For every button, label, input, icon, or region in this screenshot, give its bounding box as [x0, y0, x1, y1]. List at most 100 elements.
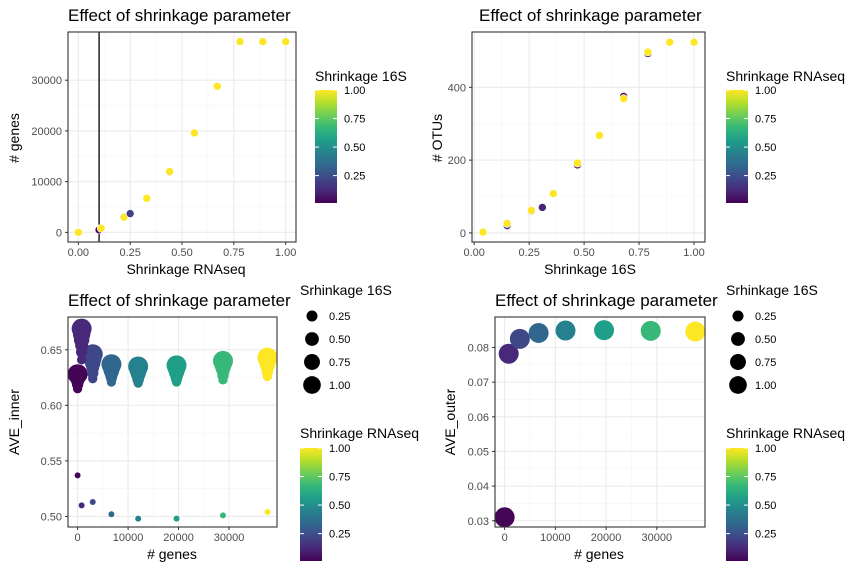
x-tick-label: 1.00	[683, 247, 704, 259]
panel4-title: Effect of shrinkage parameter	[495, 291, 718, 310]
size-legend-key	[731, 332, 745, 346]
size-legend-key	[306, 310, 318, 322]
data-point	[502, 219, 512, 228]
colorbar-label: 0.75	[755, 472, 776, 484]
colorbar-label: 0.75	[344, 114, 365, 126]
data-point	[96, 224, 106, 233]
y-tick-label: 10000	[31, 177, 62, 189]
panel-background	[472, 32, 705, 242]
colorbar-label: 1.00	[755, 443, 776, 455]
x-tick-label: 0	[75, 532, 81, 544]
panel4-size-legend: Srhinkage 16S 0.25 0.50 0.75 1.00	[726, 282, 818, 394]
panel2-color-legend: Shrinkage RNAseq 0.25 0.50 0.75 1.00	[726, 68, 845, 203]
size-legend-label: 0.75	[329, 357, 350, 369]
x-tick-label: 20000	[591, 532, 622, 544]
data-point	[685, 321, 706, 342]
data-point	[88, 374, 98, 384]
panel-ave-inner: Effect of shrinkage parameter 0 10000 2000…	[6, 282, 419, 562]
panel-ave-outer: Effect of shrinkage parameter 0 10000 2000…	[442, 282, 845, 562]
data-point	[74, 472, 81, 479]
data-point	[76, 355, 87, 365]
panel2-xlabel: Shrinkage 16S	[544, 261, 636, 277]
panel2-legend-title: Shrinkage RNAseq	[726, 68, 845, 84]
data-point	[108, 511, 115, 518]
data-point	[281, 37, 290, 46]
x-tick-label: 10000	[113, 532, 144, 544]
x-tick-label: 30000	[214, 532, 245, 544]
data-point	[89, 499, 96, 505]
panel-otus-vs-16s: Effect of shrinkage parameter 0.00 0.25 0.…	[429, 6, 845, 277]
size-legend-label: 0.50	[755, 334, 776, 346]
panel3-size-legend: Srhinkage 16S 0.25 0.50 0.75 1.00	[300, 282, 392, 394]
y-tick-label: 0.06	[468, 412, 489, 424]
panel3-title: Effect of shrinkage parameter	[68, 291, 291, 310]
colorbar-label: 0.50	[755, 142, 776, 154]
data-point	[555, 320, 576, 341]
panel3-color-legend: Shrinkage RNAseq 0.25 0.50 0.75 1.00	[300, 425, 419, 561]
colorbar-label: 1.00	[755, 85, 776, 97]
x-tick-label: 1.00	[275, 247, 296, 259]
y-tick-label: 0	[56, 227, 62, 239]
data-point	[165, 167, 174, 176]
colorbar-label: 0.25	[755, 529, 776, 541]
data-point	[212, 81, 222, 91]
data-point	[665, 37, 675, 47]
colorbar	[726, 448, 748, 561]
size-legend-label: 0.25	[755, 311, 776, 323]
data-point	[498, 343, 519, 364]
x-tick-label: 0.25	[518, 247, 539, 259]
panel-border	[494, 316, 706, 528]
size-legend-label: 0.50	[329, 334, 350, 346]
panel-border	[67, 316, 278, 528]
data-point	[549, 189, 558, 198]
panel-background	[495, 317, 705, 527]
panel2-ylabel: # OTUs	[429, 114, 445, 162]
panel1-title: Effect of shrinkage parameter	[68, 6, 291, 25]
x-tick-label: 0.00	[68, 247, 89, 259]
y-tick-label: 0.04	[468, 481, 489, 493]
y-tick-label: 200	[448, 155, 466, 167]
data-point	[235, 37, 245, 46]
panel1-legend-title: Shrinkage 16S	[315, 68, 407, 84]
x-tick-label: 0.50	[171, 247, 192, 259]
panel1-ylabel: # genes	[6, 113, 22, 163]
x-tick-label: 0.75	[223, 247, 244, 259]
colorbar-label: 1.00	[344, 85, 365, 97]
y-tick-label: 0.55	[41, 456, 62, 468]
data-point	[258, 37, 268, 46]
colorbar-label: 0.25	[755, 171, 776, 183]
panel3-size-legend-title: Srhinkage 16S	[300, 282, 392, 298]
panel4-color-legend: Shrinkage RNAseq 0.25 0.50 0.75 1.00	[726, 425, 845, 561]
panel1-plot-area: 0.00 0.25 0.50 0.75 1.00 0 10000 20000 30000	[31, 31, 297, 259]
panel4-size-legend-title: Srhinkage 16S	[726, 282, 818, 298]
colorbar-label: 1.00	[329, 443, 350, 455]
colorbar-label: 0.75	[329, 472, 350, 484]
colorbar-label: 0.25	[329, 529, 350, 541]
data-point	[528, 322, 549, 343]
data-point	[527, 206, 536, 215]
size-legend-label: 0.25	[329, 311, 350, 323]
colorbar	[726, 90, 748, 203]
panel2-title: Effect of shrinkage parameter	[479, 6, 702, 25]
x-tick-label: 0.00	[463, 247, 484, 259]
data-point	[478, 227, 488, 237]
data-point	[106, 377, 117, 387]
data-point	[264, 509, 271, 515]
colorbar	[300, 448, 322, 561]
data-point	[171, 377, 182, 387]
panel1-xlabel: Shrinkage RNAseq	[126, 261, 245, 277]
data-point	[173, 515, 180, 522]
x-tick-label: 0.75	[628, 247, 649, 259]
data-point	[78, 502, 85, 509]
y-tick-label: 0.08	[468, 342, 489, 354]
y-tick-label: 0	[460, 228, 466, 240]
x-tick-label: 30000	[642, 532, 673, 544]
panel-border	[471, 31, 706, 243]
x-tick-label: 20000	[163, 532, 194, 544]
panel4-ylabel: AVE_outer	[442, 388, 458, 455]
panel4-plot-area: 0 10000 20000 30000 0.03 0.04 0.05 0.06 0.07 0.08	[468, 316, 706, 544]
data-point	[190, 128, 199, 138]
panel3-ylabel: AVE_inner	[6, 389, 22, 455]
data-point	[494, 507, 515, 528]
